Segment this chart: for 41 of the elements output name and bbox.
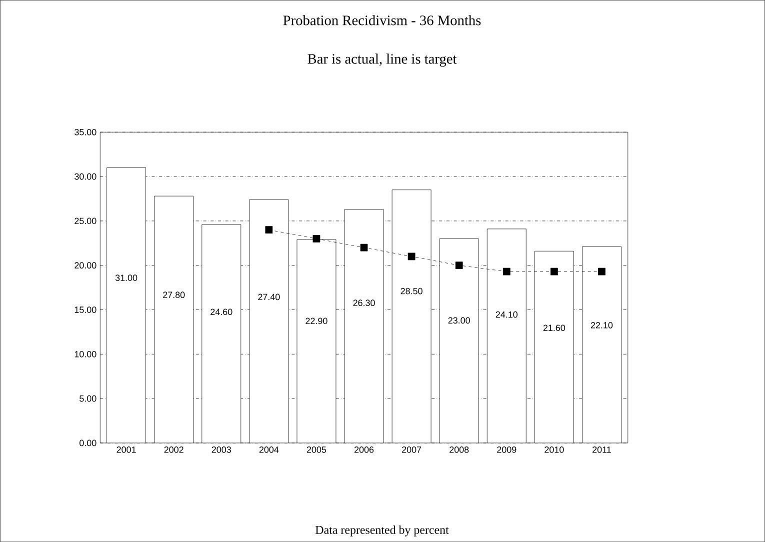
x-tick-label: 2010 [544, 446, 564, 453]
y-tick-label: 5.00 [80, 395, 96, 402]
data-label: 22.90 [306, 318, 328, 324]
point [598, 268, 606, 276]
point [312, 234, 320, 242]
x-tick-label: 2007 [402, 446, 422, 453]
x-tick-label: 2004 [259, 446, 279, 453]
point [408, 252, 416, 260]
point [550, 268, 558, 276]
x-tick-label: 2005 [306, 446, 326, 453]
text: Data represented by percent [316, 525, 449, 536]
y-tick-label: 20.00 [74, 262, 96, 268]
point [360, 244, 368, 252]
data-label: 27.80 [163, 292, 185, 298]
data-label: 23.00 [448, 317, 470, 324]
y-tick-label: 10.00 [74, 350, 96, 358]
data-label: 27.40 [258, 294, 280, 300]
y-tick-label: 25.00 [74, 218, 96, 224]
x-tick-label: 2008 [450, 446, 469, 453]
point [502, 268, 510, 276]
data-label: 24.10 [496, 311, 518, 318]
point [265, 226, 273, 234]
point [455, 262, 463, 269]
chart-subtitle: Bar is actual, line is target [308, 54, 457, 67]
x-tick-label: 2006 [354, 446, 374, 453]
x-tick-label: 2011 [592, 446, 611, 453]
data-label: 31.00 [115, 274, 138, 281]
y-tick-label: 0.00 [80, 440, 96, 446]
x-tick-label: 2001 [116, 446, 136, 453]
data-label: 22.10 [590, 322, 613, 328]
y-tick-label: 15.00 [74, 306, 96, 313]
y-tick-label: 30.00 [74, 173, 96, 180]
data-label: 28.50 [400, 288, 422, 294]
y-tick-label: 35.00 [74, 128, 96, 136]
x-tick-label: 2009 [497, 446, 516, 453]
data-label: 26.30 [353, 300, 375, 306]
x-tick-label: 2003 [212, 446, 231, 453]
chart-title: Probation Recidivism - 36 Months [283, 15, 481, 26]
data-label: 24.60 [210, 308, 232, 316]
data-label: 21.60 [543, 324, 566, 331]
x-tick-label: 2002 [164, 446, 184, 453]
